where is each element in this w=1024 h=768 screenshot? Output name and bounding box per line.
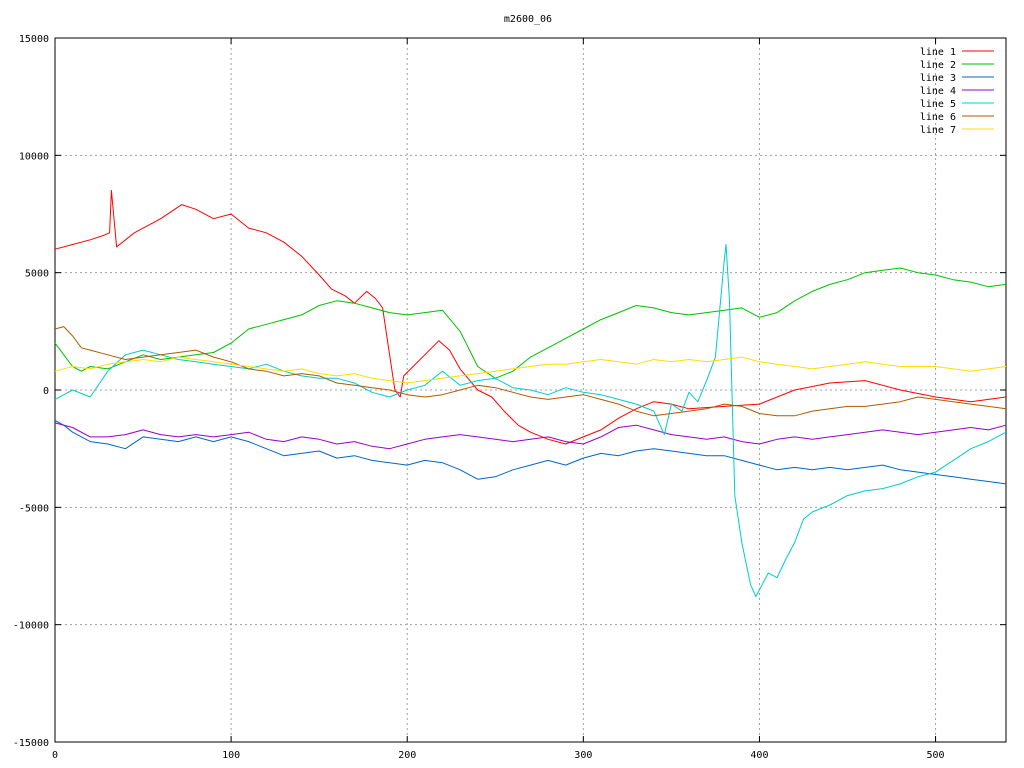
series-line-1 bbox=[54, 190, 1007, 445]
tick-labels: 0 100 200 300 400 500 -15000 -10000 -5000 0 5000 10… bbox=[13, 34, 945, 761]
x-tick-label: 0 bbox=[52, 750, 58, 761]
series-line-2 bbox=[54, 267, 1007, 379]
legend: line 1 line 2 line 3 line 4 line 5 line 6 line… bbox=[920, 47, 994, 136]
series-lines bbox=[54, 190, 1007, 597]
y-tick-label: 15000 bbox=[19, 34, 49, 45]
series-line-6 bbox=[54, 326, 1007, 417]
x-tick-label: 100 bbox=[222, 750, 240, 761]
y-tick-label: -15000 bbox=[13, 738, 49, 749]
y-tick-label: 10000 bbox=[19, 151, 49, 162]
y-tick-label: 5000 bbox=[25, 269, 49, 280]
series-line-3 bbox=[54, 420, 1007, 485]
legend-label-3: line 3 bbox=[920, 73, 956, 84]
x-tick-label: 200 bbox=[398, 750, 416, 761]
legend-label-6: line 6 bbox=[920, 112, 956, 123]
series-line-7 bbox=[54, 356, 1007, 384]
legend-label-5: line 5 bbox=[920, 99, 956, 110]
legend-label-7: line 7 bbox=[920, 125, 956, 136]
legend-label-2: line 2 bbox=[920, 60, 956, 71]
series-line-5 bbox=[54, 244, 1007, 597]
series-line-4 bbox=[54, 422, 1007, 450]
legend-label-1: line 1 bbox=[920, 47, 956, 58]
x-tick-label: 400 bbox=[750, 750, 768, 761]
x-tick-label: 500 bbox=[927, 750, 945, 761]
legend-label-4: line 4 bbox=[920, 86, 956, 97]
axes bbox=[54, 37, 1007, 743]
y-tick-label: -10000 bbox=[13, 621, 49, 632]
chart-title: m2600_06 bbox=[504, 14, 552, 25]
y-tick-label: 0 bbox=[43, 386, 49, 397]
y-tick-label: -5000 bbox=[19, 503, 49, 514]
x-tick-label: 300 bbox=[574, 750, 592, 761]
